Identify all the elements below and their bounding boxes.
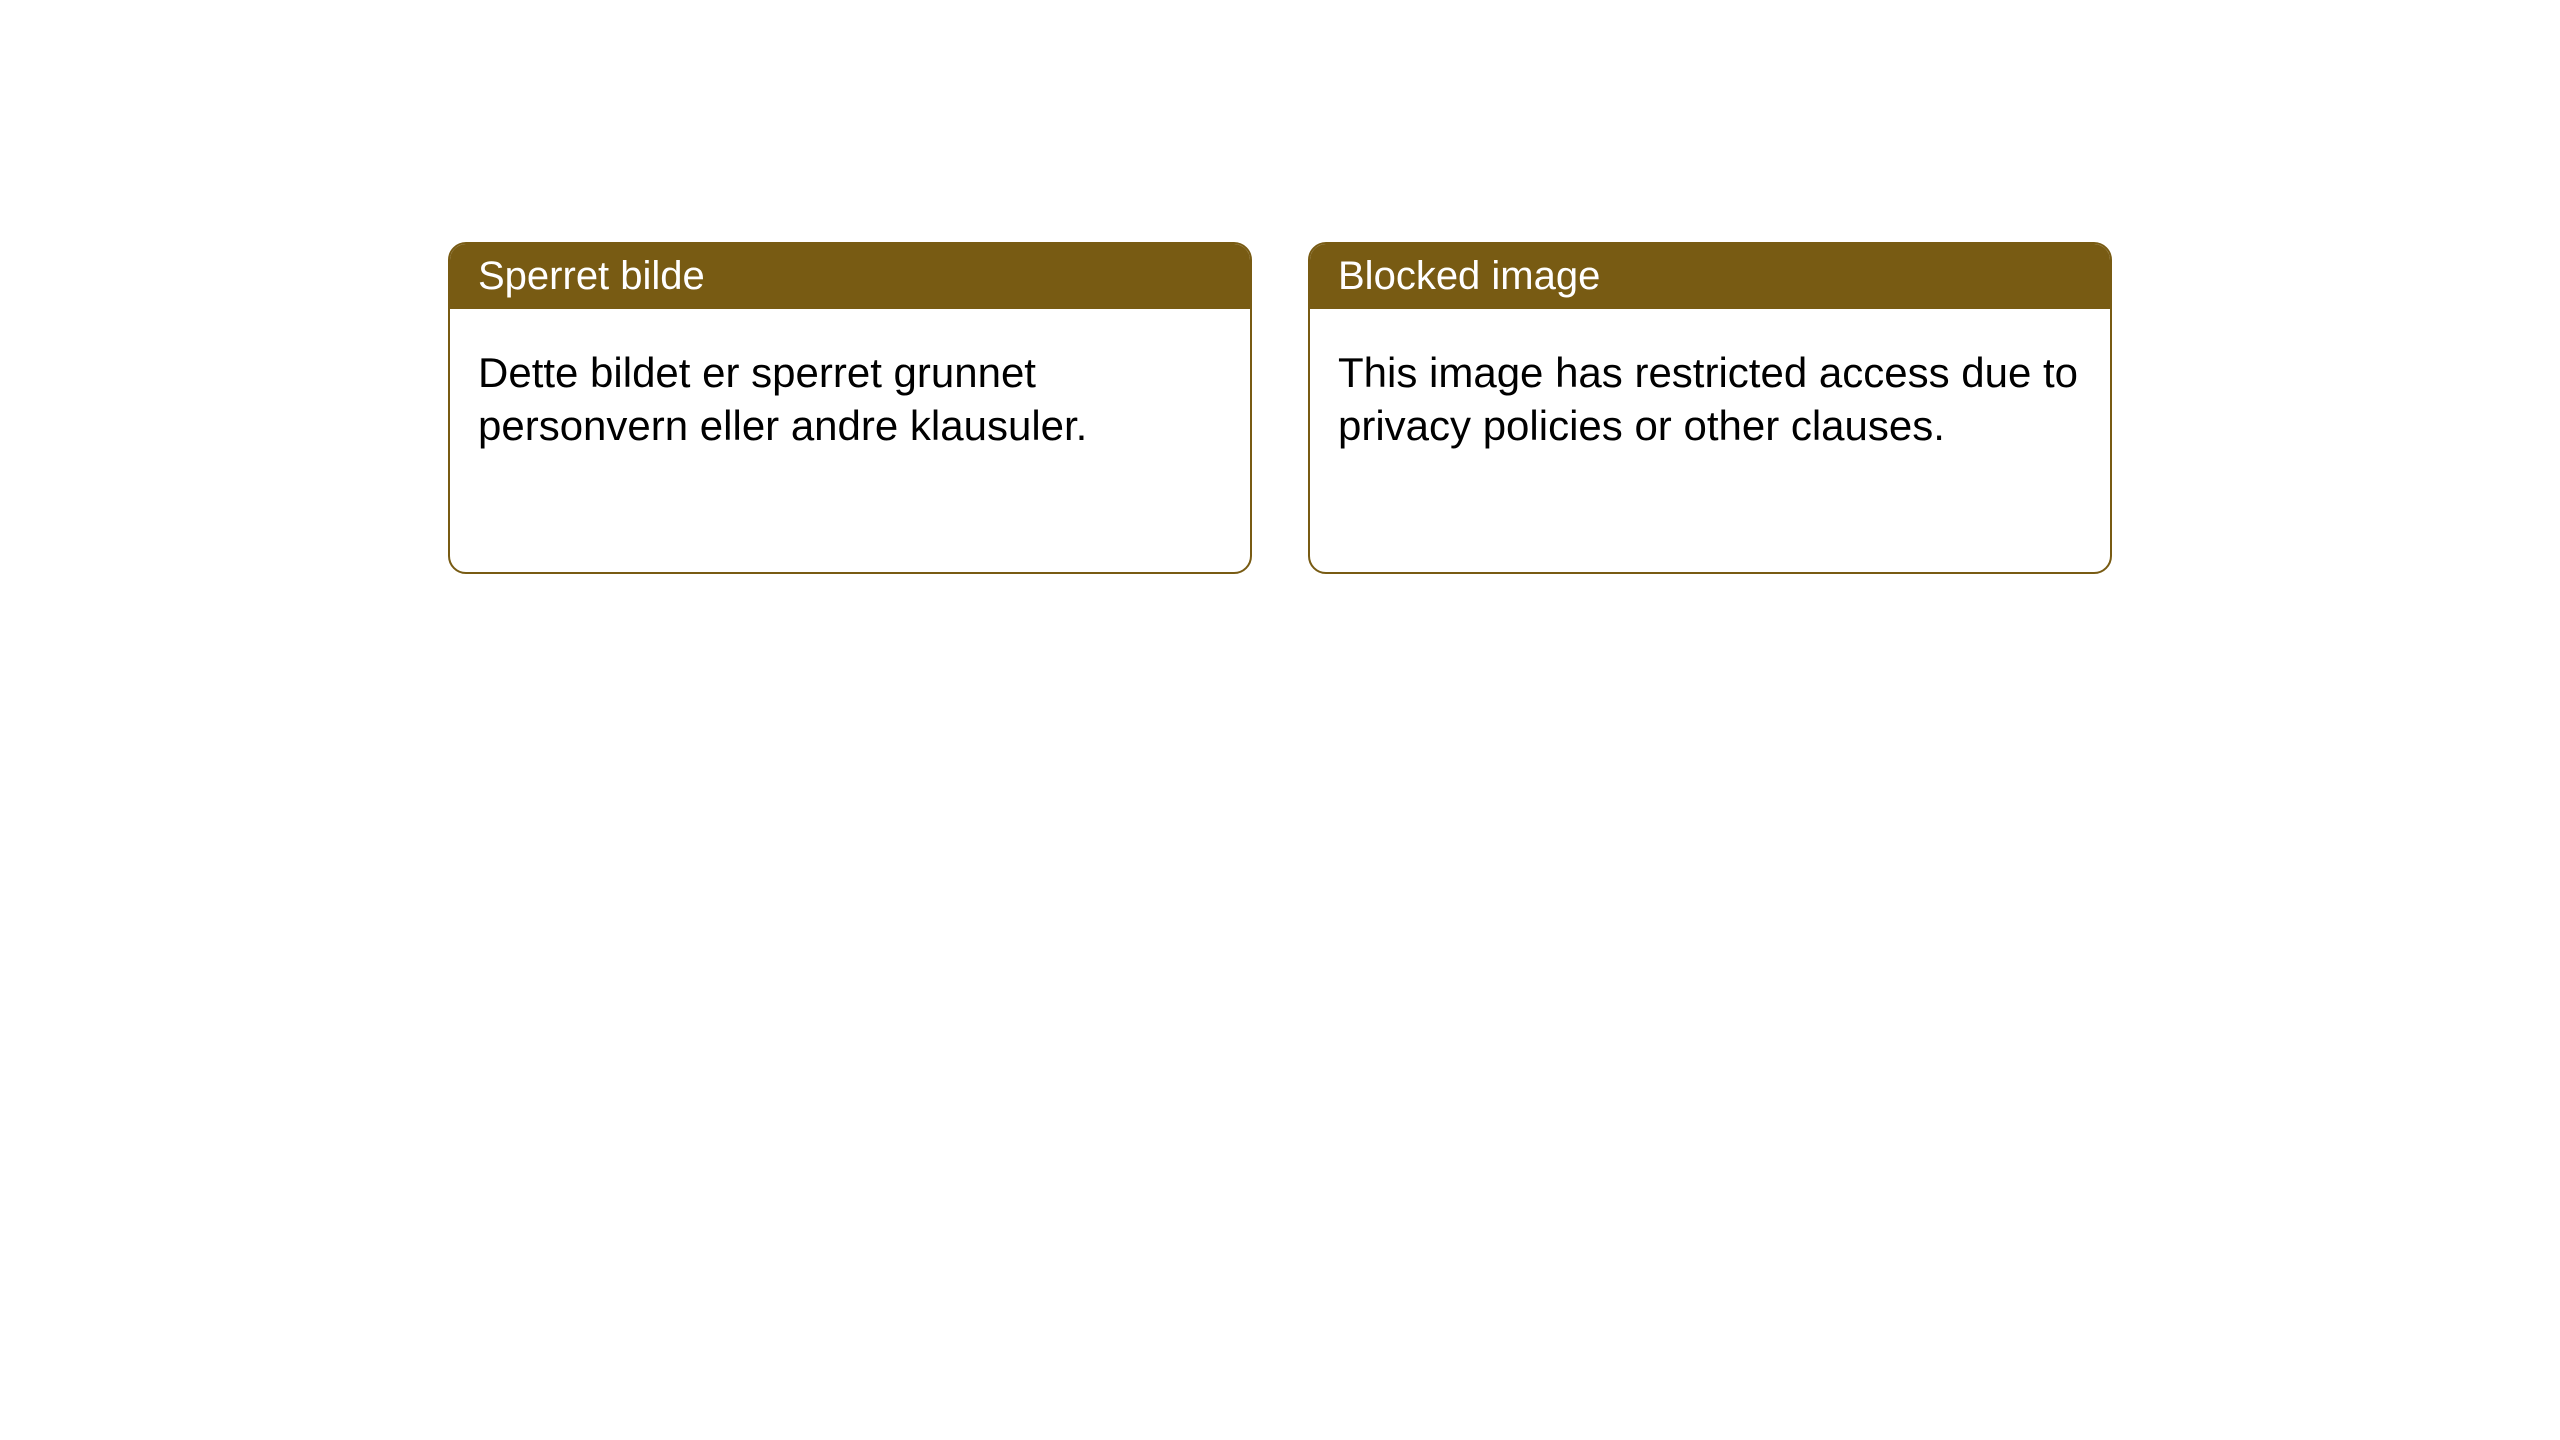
notice-card-norwegian: Sperret bilde Dette bildet er sperret gr…: [448, 242, 1252, 574]
notice-card-english: Blocked image This image has restricted …: [1308, 242, 2112, 574]
card-header: Sperret bilde: [450, 244, 1250, 309]
card-header: Blocked image: [1310, 244, 2110, 309]
card-title: Sperret bilde: [478, 254, 705, 298]
card-body-text: Dette bildet er sperret grunnet personve…: [478, 349, 1087, 449]
card-title: Blocked image: [1338, 254, 1600, 298]
card-body: This image has restricted access due to …: [1310, 309, 2110, 490]
card-body-text: This image has restricted access due to …: [1338, 349, 2078, 449]
card-body: Dette bildet er sperret grunnet personve…: [450, 309, 1250, 490]
notice-cards-container: Sperret bilde Dette bildet er sperret gr…: [448, 242, 2112, 574]
